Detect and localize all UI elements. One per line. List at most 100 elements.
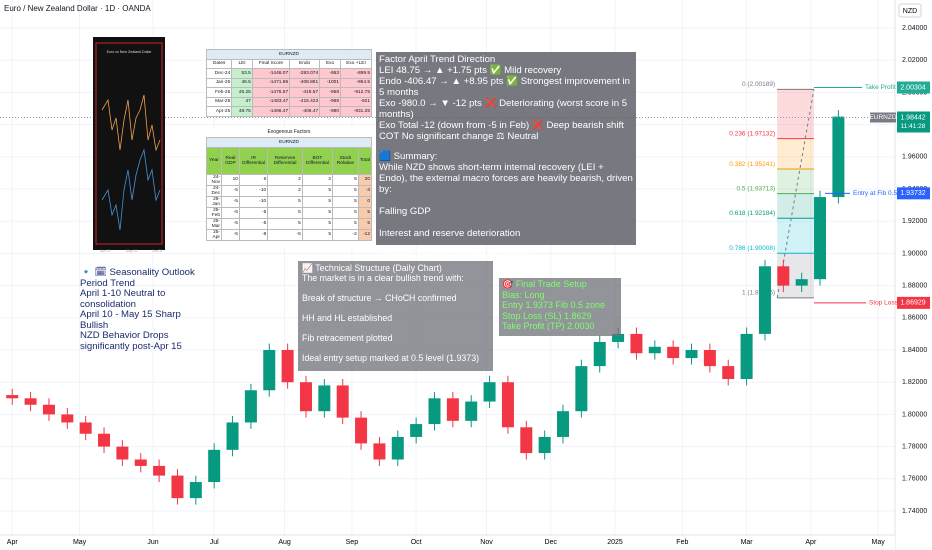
x-tick-label: Aug	[278, 539, 291, 546]
table-cell: 25-Feb	[205, 206, 223, 219]
table-cell: 53.5	[231, 68, 253, 79]
summary-heading: 🟦 Summary:	[379, 151, 438, 162]
table-cell: -5	[221, 195, 240, 208]
table-cell: 48.75	[231, 106, 253, 117]
candle-body	[446, 398, 459, 421]
y-tick-label: 1.84000	[902, 347, 927, 354]
trade-panel: 🎯 Final Trade Setup Bias: Long Entry 1.937…	[499, 278, 621, 336]
fib-band	[777, 169, 814, 194]
table-cell: 5	[332, 184, 359, 197]
tech-point: Ideal entry setup marked at 0.5 level (1…	[302, 353, 480, 363]
candle-body	[557, 411, 570, 437]
fib-band	[777, 218, 814, 254]
price-tag-label: 2.00304	[900, 84, 925, 91]
currency: NZD	[903, 8, 917, 15]
fib-label: 0.618 (1.92184)	[729, 210, 775, 217]
table-cell: -1001	[319, 77, 342, 88]
x-tick-label: Apr	[7, 539, 19, 546]
x-tick-label: Sep	[346, 539, 359, 546]
candle-body	[832, 116, 845, 198]
table-cell: 5	[267, 206, 303, 219]
factor-panel: Factor April Trend Direction LEI 48.75 → …	[376, 52, 636, 261]
table-cell: 5	[301, 206, 334, 219]
table-cell: 2	[267, 173, 303, 186]
table-cell: 5	[267, 195, 303, 208]
level-label: Stop Loss	[869, 300, 899, 307]
candle-body	[740, 333, 753, 379]
candle-body	[410, 424, 423, 437]
fib-band	[777, 138, 814, 170]
header-cell: Real GDP	[221, 146, 240, 175]
inset-frame	[95, 42, 163, 245]
fib-band	[777, 89, 814, 139]
technical-panel: 📈 Technical Structure (Daily Chart) The m…	[298, 261, 493, 371]
x-tick-label: Jul	[210, 539, 219, 546]
header-cell: LEI	[231, 58, 253, 69]
table-cell: -8	[238, 228, 269, 241]
candle-body	[318, 385, 331, 412]
candle-body	[538, 436, 551, 454]
table-cell: 5	[301, 217, 334, 230]
candle-body	[299, 382, 312, 412]
tech-point: Break of structure → CHoCH confirmed	[302, 293, 457, 303]
trade-line: Take Profit (TP) 2.0030	[502, 321, 595, 331]
factor-row: COT No significant change ⚖ Neutral	[379, 131, 539, 142]
table-cell: -980	[319, 106, 342, 117]
factor-row: LEI 48.75 → ▲ +1.75 pts ✅ Mild recovery	[379, 65, 562, 76]
y-tick-label: 1.86000	[902, 315, 927, 322]
trade-line: Bias: Long	[502, 289, 545, 300]
candle-body	[373, 443, 386, 460]
panel-heading: 📈 Technical Structure (Daily Chart)	[302, 263, 442, 273]
table-cell: 5	[332, 217, 359, 230]
table-cell: Jan-25	[205, 77, 233, 88]
table-cell: -1471.96	[251, 77, 291, 88]
table-cell: -1476.57	[251, 87, 291, 98]
table-cell: 46.5	[231, 77, 253, 88]
table-cell: -931.25	[340, 106, 372, 117]
header-cell: Endo	[289, 58, 321, 69]
y-tick-label: 2.04000	[902, 25, 927, 32]
table-cell: 2	[301, 173, 334, 186]
header-cell: Reserves Differential	[267, 146, 303, 175]
candle-body	[722, 366, 735, 379]
symbol-title: Euro / New Zealand Dollar · 1D · OANDA	[4, 4, 151, 13]
candle-body	[814, 197, 827, 280]
table-cell: -5	[221, 228, 240, 241]
candle-body	[648, 346, 661, 354]
header-row: Year Real GDP IR Differential Reserves Diff…	[205, 146, 373, 175]
fib-label: 1 (1.87236)	[742, 290, 775, 297]
table-cell: 6	[238, 173, 269, 186]
table-cell: Apr-25	[205, 106, 233, 117]
x-tick-label: Jun	[147, 539, 158, 546]
table-cell: -283.074	[289, 68, 321, 79]
y-tick-label: 1.78000	[902, 443, 927, 450]
table-row: Apr-25 48.75 -1486.47 -406.47 -980 -931.25	[205, 106, 372, 117]
season-line: April 10 - May 15 Sharp Bullish	[80, 309, 181, 331]
candle-body	[116, 446, 129, 460]
candle-body	[24, 398, 37, 405]
candle-body	[612, 333, 625, 342]
inset	[93, 37, 165, 250]
table-cell: 25-Apr	[205, 228, 223, 241]
season-line: NZD Behavior Drops significantly post-Ap…	[80, 330, 182, 352]
table-cell: 0	[357, 195, 373, 208]
table-title: EURNZD	[206, 49, 372, 60]
candle-body	[777, 266, 790, 286]
table-cell: 25-Mar	[205, 217, 223, 230]
table-row: 24-Nov 10 6 2 2 5 20	[205, 173, 373, 186]
tech-point: HH and HL established	[302, 313, 393, 323]
x-tick-label: Dec	[545, 539, 558, 546]
header-row: Dates LEI Final Score Endo Exo Exo +LEI	[205, 58, 372, 69]
table-caption: Exogenous Factors	[267, 129, 311, 135]
table-cell: 24-Nov	[205, 173, 223, 186]
price-tag-label: 1.98442	[900, 114, 925, 121]
inset-x-label: May 01	[126, 249, 138, 253]
level-label: Entry at Fib 0.5	[853, 190, 897, 197]
tech-point: Fib retracement plotted	[302, 333, 393, 343]
y-tick-label: 1.90000	[902, 250, 927, 257]
price-tag-label: 1.93732	[900, 190, 925, 197]
fib-label: 0 (2.00189)	[742, 81, 775, 88]
inset-line	[101, 94, 161, 152]
table-cell: -1483.47	[251, 96, 291, 107]
table-cell: -953	[319, 68, 342, 79]
